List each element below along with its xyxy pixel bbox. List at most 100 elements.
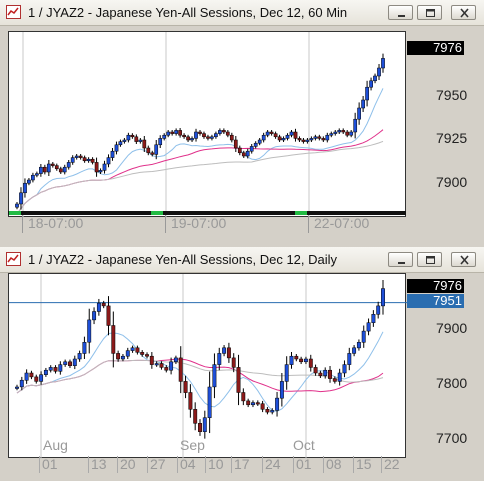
day-divider <box>323 456 324 473</box>
chart-app-icon <box>6 252 21 266</box>
candle-body <box>114 144 119 152</box>
candle-body <box>63 361 68 365</box>
candle-body <box>82 157 87 162</box>
candle-body <box>23 182 27 194</box>
candle-body <box>46 163 51 173</box>
candle-body <box>269 131 274 134</box>
candle-body <box>241 152 246 157</box>
candle-body <box>62 166 67 173</box>
candle-body <box>313 136 318 139</box>
close-icon <box>460 8 469 18</box>
candle-body <box>54 165 59 170</box>
maximize-button[interactable] <box>417 252 442 267</box>
month-label: Aug <box>43 437 68 453</box>
candle-body <box>214 133 218 138</box>
y-tick-label: 7925 <box>436 130 468 146</box>
candle-body <box>138 139 143 142</box>
day-divider <box>88 456 89 473</box>
candle-body <box>120 355 125 360</box>
x-divider <box>308 215 309 233</box>
candle-body <box>154 144 159 155</box>
candle-body <box>178 130 182 136</box>
chart-window-60min: 1 / JYAZ2 - Japanese Yen-All Sessions, D… <box>0 0 484 240</box>
session-marker <box>9 211 21 215</box>
candle-body <box>166 131 171 136</box>
candle-body <box>142 139 147 149</box>
candle-body <box>145 354 149 357</box>
candle-body <box>366 322 371 332</box>
window-title: 1 / JYAZ2 - Japanese Yen-All Sessions, D… <box>28 252 338 267</box>
candle-body <box>294 355 299 360</box>
candle-body <box>245 150 250 157</box>
x-axis-label: 18-07:00 <box>28 215 84 231</box>
minimize-icon <box>398 262 405 264</box>
candle-body <box>202 133 206 138</box>
day-label: 20 <box>120 456 136 472</box>
minimize-button[interactable] <box>388 252 413 267</box>
day-label: 27 <box>150 456 166 472</box>
candle-body <box>345 131 350 136</box>
close-button[interactable] <box>451 5 476 20</box>
ma-mid-line <box>16 129 384 215</box>
month-label: Oct <box>293 437 315 453</box>
candlestick-chart-60min <box>15 32 385 218</box>
x-axis-label: 19-07:00 <box>171 215 227 231</box>
y-tick-label: 7700 <box>436 430 468 446</box>
candle-body <box>377 67 381 77</box>
candle-body <box>106 157 111 165</box>
day-label: 04 <box>180 456 196 472</box>
candle-body <box>159 363 164 368</box>
minimize-icon <box>398 15 405 17</box>
price-plot-60min[interactable] <box>8 31 406 218</box>
maximize-button[interactable] <box>417 5 442 20</box>
candle-body <box>277 136 282 141</box>
window-titlebar[interactable]: 1 / JYAZ2 - Japanese Yen-All Sessions, D… <box>0 247 484 273</box>
candle-body <box>77 353 82 360</box>
candle-body <box>126 134 131 141</box>
candle-body <box>170 131 175 134</box>
minimize-button[interactable] <box>388 5 413 20</box>
day-label: 22 <box>384 456 400 472</box>
candle-body <box>154 363 159 366</box>
window-titlebar[interactable]: 1 / JYAZ2 - Japanese Yen-All Sessions, D… <box>0 0 484 26</box>
candle-body <box>29 372 34 378</box>
ma-fast-line <box>16 88 384 215</box>
candle-body <box>289 131 294 136</box>
candle-body <box>222 347 227 354</box>
chart-app-icon <box>6 5 21 19</box>
candle-body <box>110 150 115 158</box>
candle-body <box>106 305 111 326</box>
candle-body <box>337 372 342 382</box>
session-marker <box>151 211 163 215</box>
candle-body <box>15 203 19 208</box>
candle-body <box>194 131 198 139</box>
candle-body <box>74 155 79 158</box>
candle-body <box>190 138 194 141</box>
candle-body <box>173 357 178 363</box>
day-divider <box>177 456 178 473</box>
candle-body <box>39 374 44 382</box>
day-divider <box>117 456 118 473</box>
candle-body <box>337 130 342 133</box>
candle-body <box>381 288 385 307</box>
candle-body <box>150 152 155 155</box>
candle-body <box>72 358 77 366</box>
y-tick-label: 7900 <box>436 320 468 336</box>
candle-body <box>241 392 246 402</box>
price-plot-daily[interactable] <box>8 273 407 459</box>
candle-body <box>182 134 186 138</box>
candle-body <box>66 162 71 168</box>
candle-body <box>270 410 275 413</box>
candle-body <box>174 130 178 134</box>
candle-body <box>158 138 163 146</box>
candle-body <box>329 133 334 136</box>
last-price-tag: 7976 <box>407 279 464 293</box>
candle-body <box>43 369 48 375</box>
candle-body <box>149 355 154 365</box>
candle-body <box>273 133 278 138</box>
candle-body <box>246 400 251 406</box>
candle-body <box>207 386 212 418</box>
candle-body <box>356 342 361 349</box>
close-button[interactable] <box>451 252 476 267</box>
day-divider <box>231 456 232 473</box>
